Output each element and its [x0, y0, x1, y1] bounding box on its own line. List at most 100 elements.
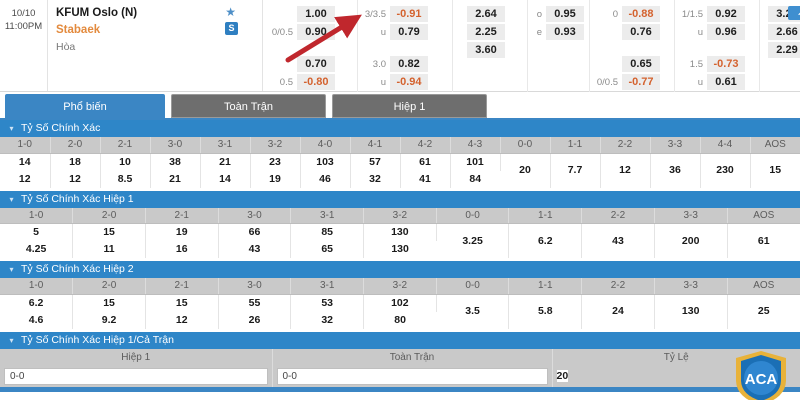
odds-value[interactable]: 0.95 — [546, 6, 584, 22]
odds-cell[interactable]: e 0.93 — [528, 24, 584, 40]
odds-value[interactable]: 2.66 — [768, 24, 800, 40]
odds-cell[interactable]: 0.76 — [594, 24, 660, 40]
odds-cell[interactable]: 36 — [650, 153, 701, 188]
chevron-down-icon[interactable]: ▾ — [9, 265, 14, 274]
odds-cell[interactable]: 0 -0.88 — [594, 6, 660, 22]
odds-cell[interactable]: 16 — [145, 241, 219, 258]
odds-cell[interactable]: 15 — [145, 294, 219, 312]
odds-cell[interactable]: o 0.95 — [528, 6, 584, 22]
chevron-down-icon[interactable]: ▾ — [9, 124, 14, 133]
odds-cell[interactable]: 43 — [218, 241, 292, 258]
odds-cell[interactable]: 0.70 — [269, 56, 335, 72]
odds-value[interactable]: -0.73 — [707, 56, 745, 72]
odds-cell[interactable]: 2.29 — [768, 42, 800, 58]
odds-cell[interactable]: 85 — [290, 223, 365, 241]
odds-cell[interactable]: 12 — [145, 311, 219, 329]
full-time-score-input[interactable]: 0-0 — [276, 367, 548, 385]
odds-cell[interactable]: 3.25 — [436, 223, 510, 258]
odds-value[interactable]: 1.00 — [297, 6, 335, 22]
odds-cell[interactable]: 12 — [600, 153, 651, 188]
odds-cell[interactable]: 23 — [250, 153, 301, 171]
odds-cell[interactable]: 53 — [290, 294, 365, 312]
odds-cell[interactable]: 80 — [363, 311, 437, 329]
half-time-score-input[interactable]: 0-0 — [4, 367, 268, 385]
odds-value[interactable]: 0.70 — [297, 56, 335, 72]
odds-cell[interactable]: 15 — [750, 153, 800, 188]
odds-cell[interactable]: 1/1.5 0.92 — [679, 6, 745, 22]
odds-cell[interactable]: 1.5 -0.73 — [679, 56, 745, 72]
odds-cell[interactable]: 2.64 — [467, 6, 505, 22]
odds-cell[interactable]: 19 — [250, 170, 301, 188]
odds-cell[interactable]: 65 — [290, 241, 365, 258]
odds-value[interactable]: -0.77 — [622, 74, 660, 90]
odds-value[interactable]: 3.60 — [467, 42, 505, 58]
odds-value[interactable]: 0.65 — [622, 56, 660, 72]
section-header-correct-score-1h[interactable]: ▾ Tỷ Số Chính Xác Hiệp 1 — [0, 190, 800, 208]
star-icon[interactable]: ★ — [225, 5, 236, 19]
odds-cell[interactable]: 130 — [654, 294, 728, 329]
odds-cell[interactable]: 3/3.5 -0.91 — [362, 6, 428, 22]
odds-cell[interactable]: 11 — [72, 241, 146, 258]
full-time-score-cell[interactable]: 0-0 — [272, 365, 553, 387]
odds-cell[interactable]: 2.66 — [768, 24, 800, 40]
chevron-down-icon[interactable]: ▾ — [9, 335, 14, 345]
odds-value[interactable]: 2.29 — [768, 42, 800, 58]
section-header-correct-score[interactable]: ▾ Tỷ Số Chính Xác — [0, 120, 800, 137]
odds-value[interactable]: 0.61 — [707, 74, 745, 90]
odds-cell[interactable]: 2.25 — [467, 24, 505, 40]
odds-value[interactable]: 2.64 — [467, 6, 505, 22]
odds-cell[interactable]: 101 — [450, 153, 501, 171]
odds-cell[interactable]: 14 — [200, 170, 251, 188]
odds-cell[interactable]: u 0.79 — [362, 24, 428, 40]
odds-cell[interactable]: 84 — [450, 170, 500, 188]
odds-cell[interactable]: 5.8 — [508, 294, 583, 329]
odds-cell[interactable]: 41 — [400, 170, 451, 188]
odds-cell[interactable]: 15 — [72, 294, 146, 312]
odds-cell[interactable]: 0/0.5 -0.77 — [594, 74, 660, 90]
odds-cell[interactable]: 3.60 — [467, 42, 505, 58]
home-team-name[interactable]: KFUM Oslo (N) — [56, 7, 138, 19]
odds-cell[interactable]: 32 — [290, 311, 365, 329]
chevron-down-icon[interactable]: ▾ — [9, 194, 14, 204]
odds-cell[interactable]: u 0.61 — [679, 74, 745, 90]
odds-cell[interactable]: 21 — [150, 170, 201, 188]
odds-value[interactable]: -0.88 — [622, 6, 660, 22]
odds-cell[interactable]: 15 — [72, 223, 146, 241]
odds-cell[interactable]: 7.7 — [550, 153, 601, 188]
odds-cell[interactable]: 32 — [350, 170, 401, 188]
odds-cell[interactable]: 57 — [350, 153, 401, 171]
odds-value[interactable]: 0.90 — [297, 24, 335, 40]
odds-cell[interactable]: 43 — [581, 223, 655, 258]
odds-cell[interactable]: 9.2 — [72, 311, 146, 329]
odds-cell[interactable]: 102 — [363, 294, 437, 312]
tab-pho-bien[interactable]: Phổ biến — [5, 94, 165, 118]
odds-cell[interactable]: 4.25 — [0, 241, 74, 258]
odds-value[interactable]: 0.93 — [546, 24, 584, 40]
odds-cell[interactable]: 12 — [50, 170, 101, 188]
odds-cell[interactable]: 61 — [400, 153, 451, 171]
odds-cell[interactable]: 10 — [100, 153, 151, 171]
odds-cell[interactable]: 0/0.5 0.90 — [269, 24, 335, 40]
odds-value[interactable]: 0.96 — [707, 24, 745, 40]
odds-cell[interactable]: 61 — [727, 223, 800, 258]
odds-cell[interactable]: 6.2 — [508, 223, 583, 258]
odds-cell[interactable]: 38 — [150, 153, 201, 171]
odds-cell[interactable]: 55 — [218, 294, 292, 312]
odds-cell[interactable]: 200 — [654, 223, 728, 258]
odds-cell[interactable]: 3.0 0.82 — [362, 56, 428, 72]
odds-cell[interactable]: 18 — [50, 153, 101, 171]
odds-cell[interactable]: 12 — [0, 170, 51, 188]
odds-value[interactable]: 2.25 — [467, 24, 505, 40]
odds-value[interactable]: 0.82 — [390, 56, 428, 72]
tab-hiep-1[interactable]: Hiệp 1 — [332, 94, 487, 118]
odds-cell[interactable]: 21 — [200, 153, 251, 171]
odds-cell[interactable]: 14 — [0, 153, 51, 171]
odds-cell[interactable]: 19 — [145, 223, 219, 241]
odds-cell[interactable]: 0.5 -0.80 — [269, 74, 335, 90]
stream-badge-icon[interactable]: S — [225, 22, 238, 35]
odds-cell[interactable]: 20 — [500, 153, 551, 188]
odds-cell[interactable]: 230 — [700, 153, 751, 188]
odds-cell[interactable]: 4.6 — [0, 311, 74, 329]
odds-cell[interactable]: u -0.94 — [362, 74, 428, 90]
away-team-name[interactable]: Stabaek — [56, 24, 101, 36]
